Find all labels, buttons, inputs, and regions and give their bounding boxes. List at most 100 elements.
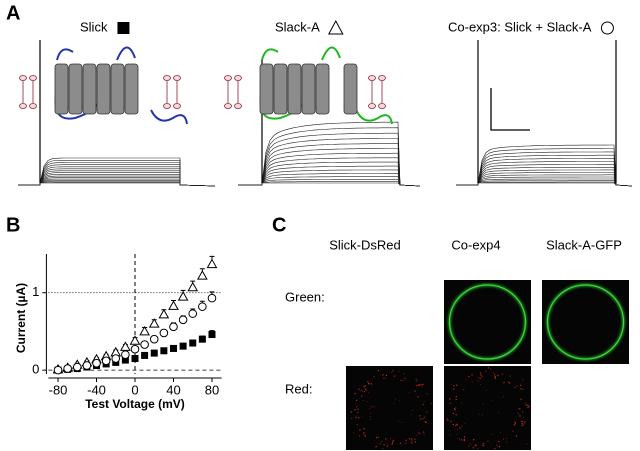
helix [287,63,302,115]
marker [160,347,168,355]
lipid-head [378,75,386,81]
red-speck [455,398,457,400]
column-label: Slack-A-GFP [546,237,622,252]
red-speck [361,415,363,417]
lipid-head [234,103,242,109]
current-traces [18,40,216,187]
red-speck [522,388,524,390]
helix [110,63,125,115]
trace-title: Slick [80,19,108,34]
red-speck [528,405,530,407]
red-speck [490,368,492,370]
lipid-head [224,75,232,81]
red-speck [452,412,454,415]
red-speck [353,432,355,434]
micrograph-bg [346,366,433,450]
trace [238,179,421,187]
micrograph [346,366,433,450]
red-speck [361,395,363,397]
trace [18,166,216,187]
red-speck [398,400,400,402]
red-speck [498,412,500,414]
red-speck [422,383,424,386]
red-speck [515,435,517,437]
red-speck [356,424,358,426]
red-speck [426,393,428,395]
red-speck [455,395,457,398]
micrograph [542,280,629,364]
red-speck [416,384,418,387]
trace [238,148,421,187]
trace [238,169,421,187]
micrograph-bg [444,366,531,450]
red-speck [456,433,458,435]
red-speck [477,380,479,382]
red-speck [455,406,457,408]
marker [208,331,216,339]
red-speck [383,377,385,379]
red-speck [419,415,421,417]
row-label: Green: [285,289,325,304]
red-speck [499,445,501,448]
red-speck [512,430,514,432]
red-speck [513,424,515,426]
red-speck [370,419,372,421]
trace [456,182,633,187]
red-speck [411,438,413,440]
red-speck [494,375,496,377]
red-speck [411,440,413,442]
red-speck [364,388,366,390]
marker [129,335,141,345]
red-speck [475,444,477,446]
red-speck [464,436,466,438]
red-speck [485,389,487,391]
panel-label: A [6,2,20,24]
red-speck [487,367,490,369]
red-speck [417,384,420,386]
red-speck [363,432,365,434]
helix [273,63,288,115]
trace [238,161,421,187]
red-speck [420,418,422,420]
trace [456,148,633,187]
lipid-head [19,75,27,81]
trace [238,143,421,187]
red-speck [494,376,496,378]
red-speck [403,373,405,375]
trace [456,172,633,187]
trace [18,164,216,187]
marker [189,339,197,347]
trace [18,157,216,187]
lipid-head [163,103,171,109]
red-speck [399,442,401,444]
red-speck [497,375,499,377]
red-speck [425,421,427,423]
red-speck [370,406,372,408]
red-speck [523,422,525,424]
marker [207,293,217,303]
red-speck [457,428,458,430]
trace [18,180,216,187]
y-axis-label: Current (µA) [14,283,28,353]
red-speck [354,409,356,411]
marker [188,309,198,318]
trace [456,178,633,187]
red-speck [398,420,400,422]
red-speck [418,384,421,386]
red-speck [450,383,452,385]
red-speck [507,381,509,383]
lipid-head [368,103,376,109]
red-speck [461,439,463,441]
marker [168,300,179,310]
red-speck [471,374,473,376]
red-speck [430,402,432,405]
red-speck [461,402,463,404]
marker [131,355,139,363]
lipid-head [224,103,232,109]
red-speck [521,423,523,425]
red-speck [408,438,411,440]
red-speck [454,408,456,410]
lipid-head [368,75,376,81]
red-speck [481,414,483,416]
red-speck [356,406,358,408]
